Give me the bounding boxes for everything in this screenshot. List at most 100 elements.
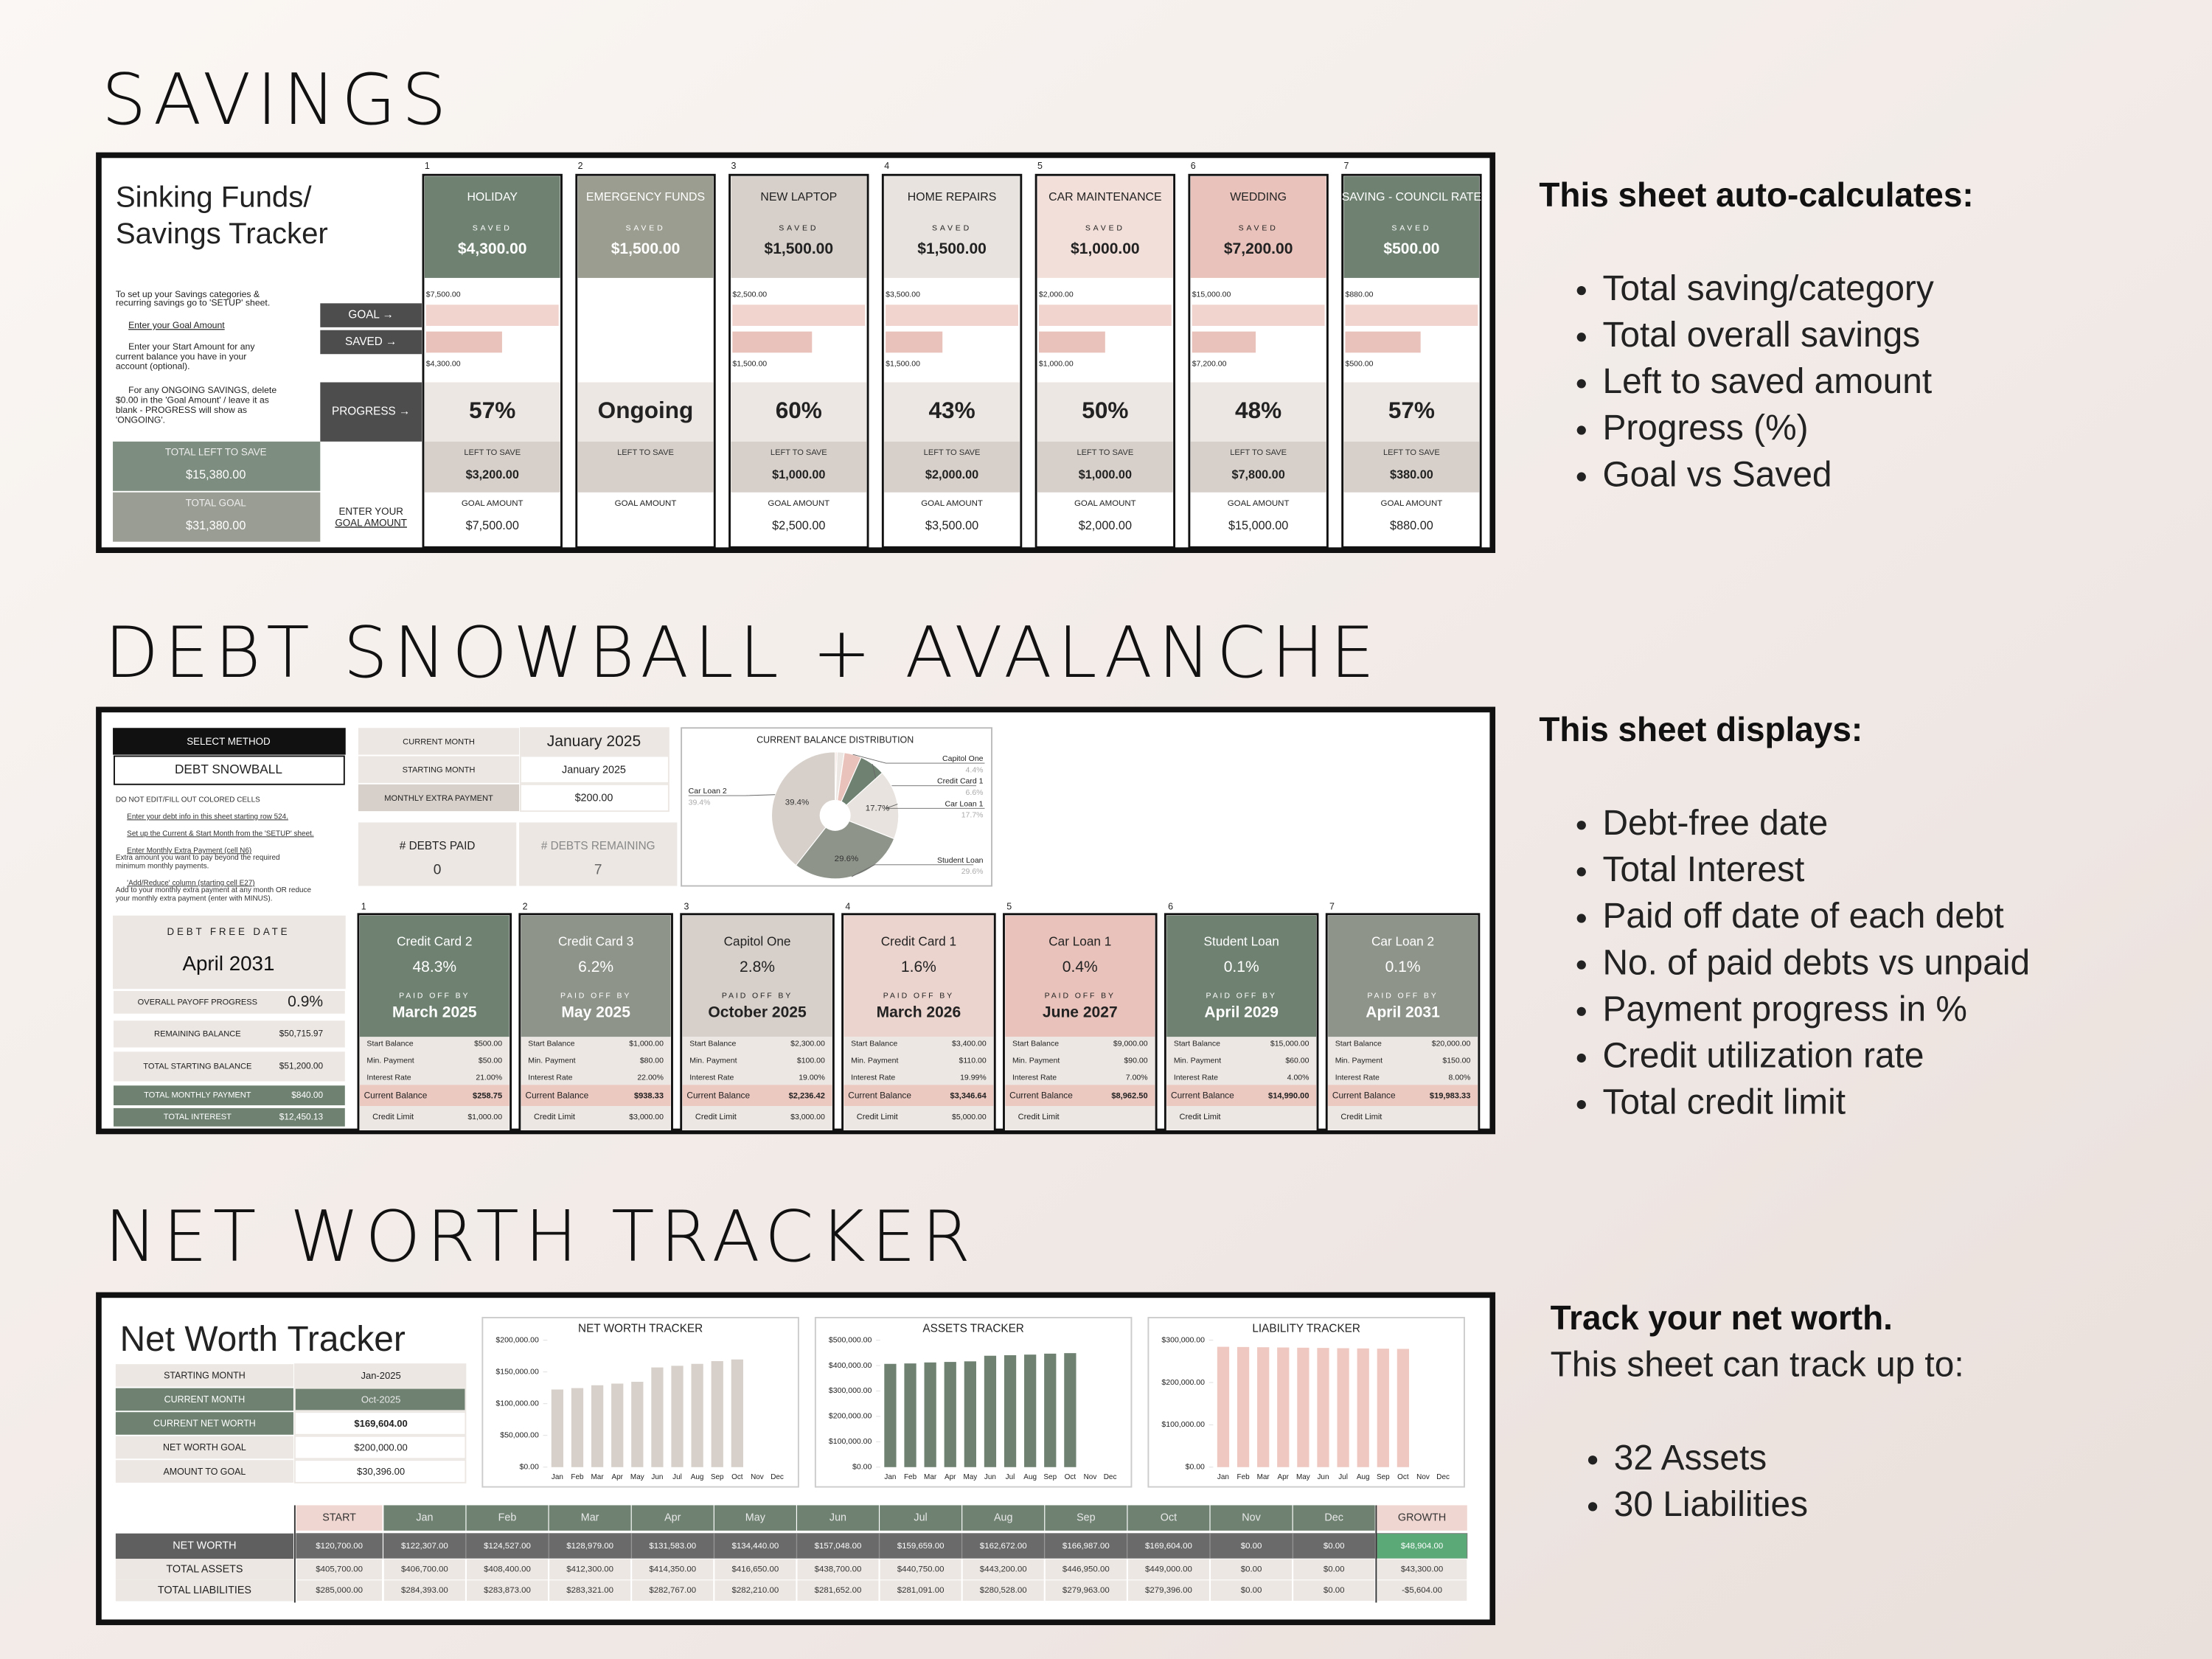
saved-value: $500.00 [1383,240,1439,257]
field-value: $1,000.00 [629,1040,664,1048]
debt-details [1328,1037,1478,1085]
table-header-cell [1127,1505,1210,1531]
pie-category: Student Loan [937,856,984,865]
debt-percent: 0.1% [1385,959,1421,975]
table-cell [1293,1579,1376,1602]
field-label: Current Balance [525,1091,588,1101]
goal-bar [732,305,866,326]
left-label: LEFT TO SAVE [771,448,827,457]
goal-label: GOAL AMOUNT [615,499,677,508]
limit-row [844,1106,994,1130]
y-tick-label: $400,000.00 [829,1361,872,1370]
bullet [1576,1099,1586,1110]
tracker-title: Savings Tracker [116,217,328,250]
chart-title: LIABILITY TRACKER [1252,1322,1360,1335]
summary-label: TOTAL STARTING BALANCE [143,1062,251,1071]
pie-slice-label: 17.7% [866,804,890,813]
table-value: $122,307.00 [401,1542,448,1551]
x-tick-label: Jan [884,1473,896,1481]
field-value: 7.00% [1126,1074,1148,1082]
notes-item: Left to saved amount [1602,362,1932,401]
goal-label: GOAL AMOUNT [462,499,524,508]
x-tick-label: Jan [1217,1473,1229,1481]
instruction: Enter your Start Amount for any [128,341,255,352]
table-value: $416,650.00 [731,1565,779,1574]
table-value: $438,700.00 [815,1565,862,1574]
row-label-cell [320,303,422,327]
goal-bar [886,305,1018,326]
table-header-cell [383,1505,466,1531]
current-balance: $2,236.42 [789,1092,825,1101]
instruction: Enter your debt info in this sheet start… [127,813,288,821]
notes-item: No. of paid debts vs unpaid [1602,943,2030,982]
paid-off-label: PAID OFF BY [1367,992,1438,1001]
instruction: account (optional). [116,361,190,372]
summary-value: Jan-2025 [361,1370,400,1381]
limit-row [682,1106,832,1130]
bar [671,1366,684,1467]
current-row [682,1085,832,1106]
progress-cell [731,382,867,442]
goal-value: $15,000.00 [1228,519,1288,532]
notes-item: Payment progress in % [1602,990,1966,1029]
instruction: current balance you have in your [116,351,247,361]
x-tick-label: Sep [711,1473,724,1481]
instruction: For any ONGOING SAVINGS, delete [128,385,276,395]
goal-value: $880.00 [1390,519,1433,532]
bullet [1576,379,1586,389]
progress-value: 57% [469,397,515,423]
table-value: $0.00 [1241,1565,1262,1574]
fund-header [1343,176,1480,278]
pie-slice-label: 39.4% [785,799,810,807]
table-value: $443,200.00 [980,1565,1027,1574]
debt-percent: 0.4% [1062,959,1098,975]
bar [591,1385,604,1467]
y-tick-label: $200,000.00 [829,1412,872,1421]
table-value: $48,904.00 [1401,1542,1443,1551]
field-label: Min. Payment [366,1057,414,1065]
month-label: MONTHLY EXTRA PAYMENT [384,794,493,803]
x-tick-label: Aug [691,1473,704,1481]
debt-percent: 0.1% [1224,959,1259,975]
pie-title: CURRENT BALANCE DISTRIBUTION [757,735,914,745]
field-label: Interest Rate [689,1074,734,1082]
summary-value: 0.9% [288,993,323,1010]
table-value: $440,750.00 [897,1565,945,1574]
field-label: Credit Limit [857,1113,898,1121]
x-tick-label: Mar [591,1473,605,1481]
table-value: $0.00 [1241,1586,1262,1595]
field-value: $60.00 [1285,1057,1309,1065]
notes-item: Goal vs Saved [1602,455,1832,494]
limit-row [1328,1106,1478,1130]
field-label: Interest Rate [1174,1074,1218,1082]
bullet [1576,333,1586,342]
card-number: 4 [845,902,850,912]
x-tick-label: Feb [571,1473,584,1481]
y-tick-label: $300,000.00 [1161,1335,1205,1344]
card-number: 2 [523,902,528,912]
x-tick-label: Sep [1043,1473,1057,1481]
summary-value-cell [293,1411,467,1436]
left-cell [1190,441,1326,493]
bar [904,1363,917,1467]
field-value: $5,000.00 [952,1113,987,1121]
summary-label: OVERALL PAYOFF PROGRESS [138,998,257,1006]
current-row [521,1085,671,1106]
goal-value: $2,000.00 [1079,519,1132,532]
table-value: $279,396.00 [1145,1586,1192,1595]
summary-row [112,990,347,1015]
table-value: $169,604.00 [1145,1542,1192,1551]
debt-name: Credit Card 1 [881,934,956,949]
bar [1297,1347,1310,1467]
tracker-title: Net Worth Tracker [120,1320,406,1359]
left-value: $3,200.00 [466,468,519,481]
summary-label-cell [115,1364,293,1387]
saved-label: SAVED [473,224,512,233]
fund-name: EMERGENCY FUNDS [586,191,705,204]
month-label: STARTING MONTH [403,766,476,775]
pie-value-label: 29.6% [961,867,984,876]
card-number: 1 [425,161,430,171]
current-balance: $938.33 [634,1092,664,1101]
field-value: $9,000.00 [1113,1040,1148,1048]
month-value: $200.00 [575,793,613,804]
